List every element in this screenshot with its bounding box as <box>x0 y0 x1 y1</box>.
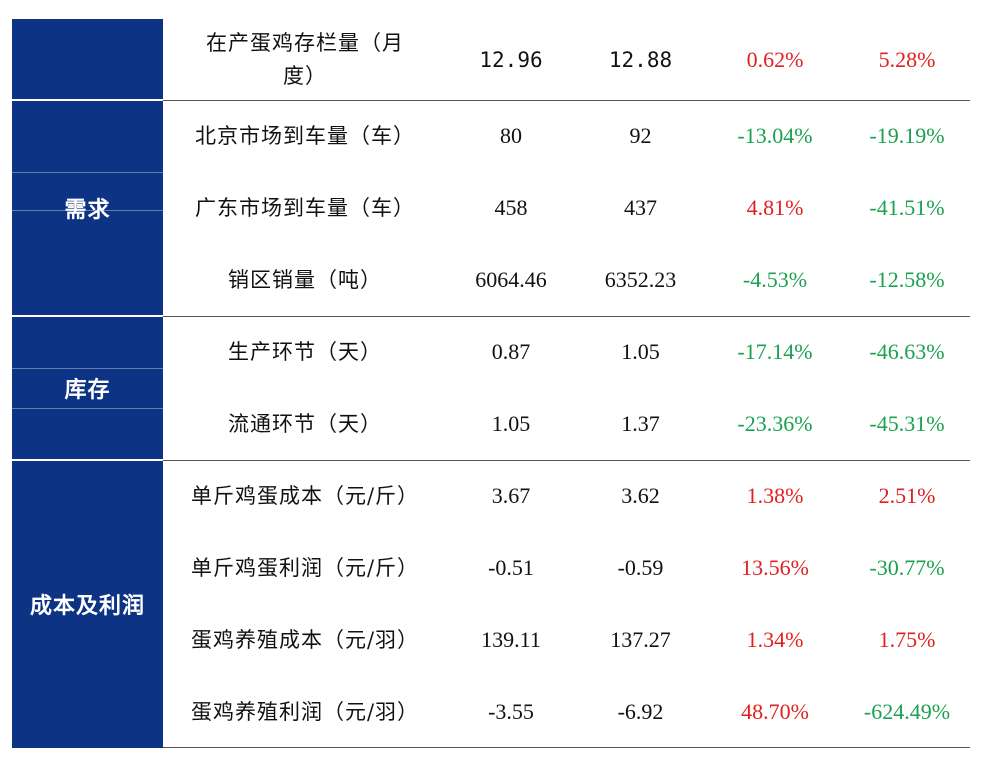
row-label: 广东市场到车量（车） <box>195 195 415 220</box>
change-yoy: 2.51% <box>878 483 936 508</box>
category-divider <box>12 368 163 369</box>
category-separator <box>12 99 163 101</box>
category-demand-block <box>12 100 163 316</box>
row-divider <box>163 460 970 461</box>
row-divider <box>163 100 970 101</box>
value-current: 139.11 <box>481 627 541 652</box>
row-label: 单斤鸡蛋成本（元/斤） <box>190 483 420 508</box>
category-separator <box>12 315 163 317</box>
value-current: 80 <box>500 123 522 148</box>
change-yoy: -30.77% <box>869 555 945 580</box>
table-row: 生产环节（天） 0.87 1.05 -17.14% -46.63% <box>163 316 970 388</box>
row-label: 北京市场到车量（车） <box>195 123 415 148</box>
value-previous: 12.88 <box>608 47 673 72</box>
value-previous: 6352.23 <box>604 267 677 292</box>
row-label: 销区销量（吨） <box>228 267 382 292</box>
row-label: 在产蛋鸡存栏量（月度） <box>206 30 404 88</box>
change-yoy: 5.28% <box>878 46 936 72</box>
value-previous: -0.59 <box>617 555 664 580</box>
change-mom: -13.04% <box>737 123 813 148</box>
change-mom: 1.38% <box>746 483 804 508</box>
value-previous: 92 <box>629 123 652 148</box>
table-row: 单斤鸡蛋利润（元/斤） -0.51 -0.59 13.56% -30.77% <box>163 532 970 604</box>
row-label: 生产环节（天） <box>228 339 382 364</box>
change-yoy: -45.31% <box>869 411 945 436</box>
row-divider <box>163 316 970 317</box>
change-mom: 13.56% <box>741 555 809 580</box>
change-yoy: -624.49% <box>863 699 951 724</box>
change-mom: 0.62% <box>746 46 804 72</box>
value-current: 6064.46 <box>475 267 547 292</box>
value-current: 458 <box>494 195 528 220</box>
value-current: 3.67 <box>491 483 531 508</box>
change-mom: 48.70% <box>741 699 809 724</box>
value-previous: 3.62 <box>621 483 660 508</box>
category-divider <box>12 210 163 211</box>
change-yoy: 1.75% <box>878 627 936 652</box>
row-label: 蛋鸡养殖利润（元/羽） <box>190 699 420 724</box>
value-previous: 1.37 <box>621 411 660 436</box>
change-mom: 1.34% <box>746 627 804 652</box>
change-yoy: -19.19% <box>869 123 945 148</box>
value-current: -3.55 <box>488 699 534 724</box>
value-previous: -6.92 <box>617 699 664 724</box>
change-mom: -4.53% <box>742 267 808 292</box>
category-divider <box>12 172 163 173</box>
category-inventory-block <box>12 316 163 460</box>
category-separator <box>12 459 163 461</box>
change-mom: -17.14% <box>737 339 813 364</box>
table-row: 蛋鸡养殖成本（元/羽） 139.11 137.27 1.34% 1.75% <box>163 604 970 676</box>
value-current: 1.05 <box>491 411 531 436</box>
value-current: 12.96 <box>479 47 543 72</box>
change-yoy: -41.51% <box>869 195 945 220</box>
table-row: 在产蛋鸡存栏量（月度） 12.96 12.88 0.62% 5.28% <box>163 19 970 100</box>
table-row: 流通环节（天） 1.05 1.37 -23.36% -45.31% <box>163 388 970 460</box>
value-previous: 1.05 <box>621 339 660 364</box>
row-divider <box>163 747 970 748</box>
table-row: 单斤鸡蛋成本（元/斤） 3.67 3.62 1.38% 2.51% <box>163 460 970 532</box>
change-mom: 4.81% <box>746 195 804 220</box>
value-previous: 437 <box>624 195 657 220</box>
value-current: -0.51 <box>488 555 534 580</box>
category-supply-block <box>12 19 163 100</box>
table-row: 蛋鸡养殖利润（元/羽） -3.55 -6.92 48.70% -624.49% <box>163 676 970 748</box>
row-label: 流通环节（天） <box>228 411 382 436</box>
row-label: 蛋鸡养殖成本（元/羽） <box>190 627 420 652</box>
table-row: 北京市场到车量（车） 80 92 -13.04% -19.19% <box>163 100 970 172</box>
value-previous: 137.27 <box>610 627 671 652</box>
category-inventory-label: 库存 <box>64 378 111 403</box>
row-label: 单斤鸡蛋利润（元/斤） <box>190 555 420 580</box>
category-cost-profit-label: 成本及利润 <box>29 594 145 619</box>
category-divider <box>12 408 163 409</box>
change-mom: -23.36% <box>737 411 813 436</box>
table-row: 广东市场到车量（车） 458 437 4.81% -41.51% <box>163 172 970 244</box>
category-demand-label: 需求 <box>64 198 111 223</box>
value-current: 0.87 <box>491 339 531 364</box>
category-cost-profit-block <box>12 460 163 748</box>
change-yoy: -46.63% <box>869 339 945 364</box>
change-yoy: -12.58% <box>869 267 945 292</box>
table-row: 销区销量（吨） 6064.46 6352.23 -4.53% -12.58% <box>163 244 970 316</box>
